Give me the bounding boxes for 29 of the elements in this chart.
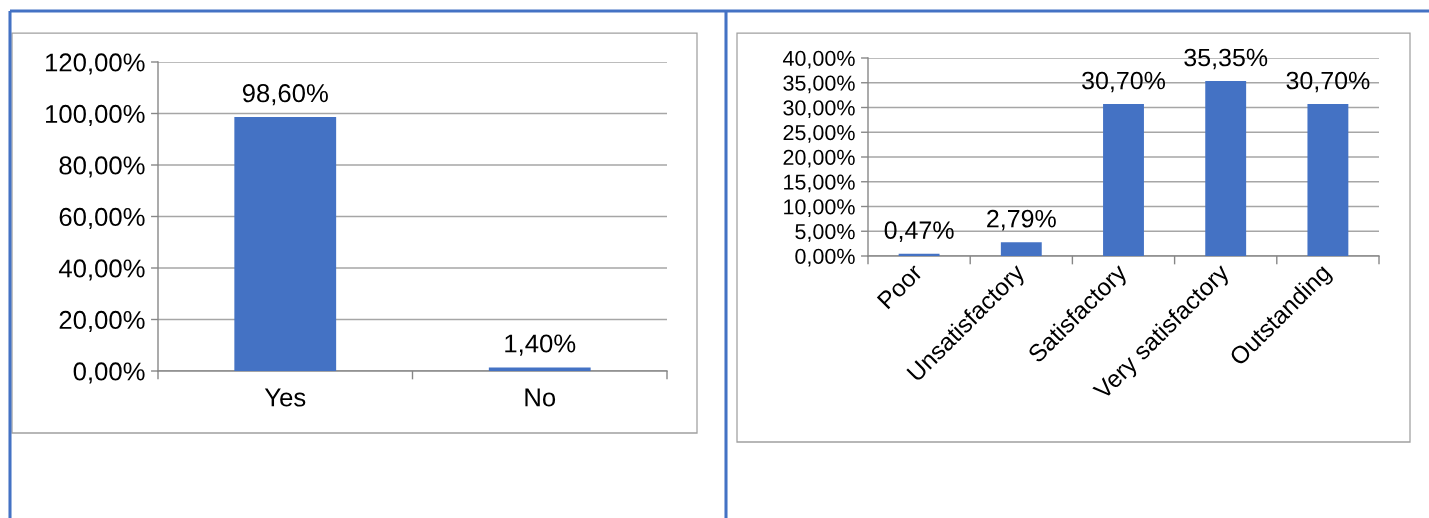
bar xyxy=(1205,81,1247,256)
y-tick-label: 100,00% xyxy=(46,104,145,127)
y-tick-label: 10,00% xyxy=(784,199,855,218)
data-label: 1,40% xyxy=(505,334,576,356)
y-tick-label: 20,00% xyxy=(783,149,855,168)
data-label: 30,70% xyxy=(1286,71,1370,93)
y-tick-label: 20,00% xyxy=(59,310,145,333)
y-tick-label: 35,00% xyxy=(783,75,855,94)
bar xyxy=(1103,104,1144,256)
y-tick-label: 15,00% xyxy=(784,174,855,193)
data-label: 30,70% xyxy=(1082,71,1166,93)
y-tick-label: 40,00% xyxy=(782,50,855,69)
y-tick-label: 40,00% xyxy=(58,259,145,281)
y-tick-label: 5,00% xyxy=(795,224,855,242)
x-tick-label: Yes xyxy=(264,388,306,407)
y-tick-label: 0,00% xyxy=(73,362,145,384)
data-label: 0,47% xyxy=(884,221,954,242)
data-label: 2,79% xyxy=(987,209,1056,231)
bar xyxy=(1000,242,1042,256)
bar xyxy=(1307,104,1349,256)
x-tick-label: No xyxy=(525,388,556,407)
data-label: 35,35% xyxy=(1184,48,1268,70)
y-tick-label: 25,00% xyxy=(783,125,855,143)
y-tick-label: 80,00% xyxy=(59,156,145,178)
y-tick-label: 30,00% xyxy=(783,100,855,119)
y-tick-label: 120,00% xyxy=(46,53,145,75)
y-tick-label: 60,00% xyxy=(59,207,145,230)
y-tick-label: 0,00% xyxy=(795,248,855,267)
data-label: 98,60% xyxy=(242,84,328,106)
